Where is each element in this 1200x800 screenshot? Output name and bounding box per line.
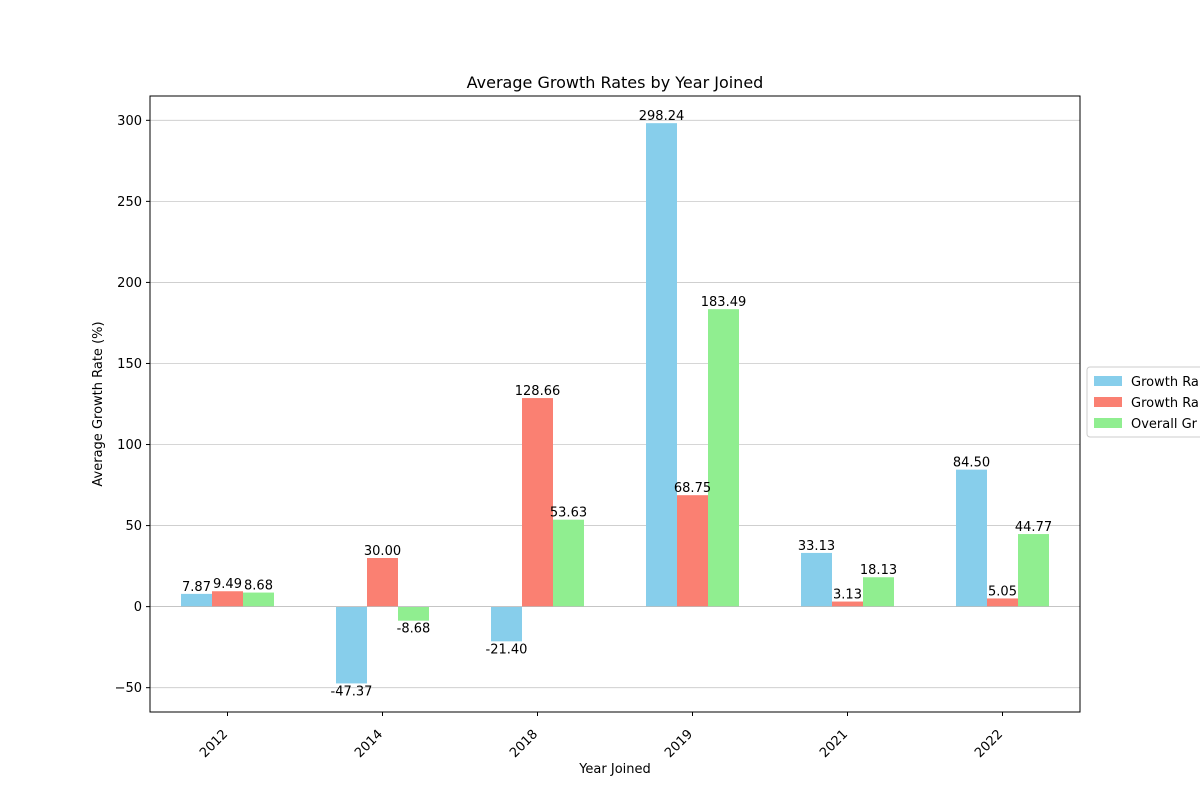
y-tick-label: 200 xyxy=(117,276,142,291)
data-label: 3.13 xyxy=(833,588,862,603)
bar xyxy=(491,606,522,642)
data-label: -47.37 xyxy=(331,684,373,699)
data-label: 30.00 xyxy=(364,544,401,559)
chart-title: Average Growth Rates by Year Joined xyxy=(467,73,764,92)
data-labels: 7.87 9.49 8.68 -47.37 30.00 -8.68 -21.40 128.66… xyxy=(182,109,1052,699)
legend-swatch xyxy=(1094,418,1122,428)
legend: Growth Ra Growth Ra Overall Gr xyxy=(1086,366,1200,438)
y-axis: −50 0 50 100 150 200 250 300 xyxy=(115,114,150,696)
data-label: 7.87 xyxy=(182,580,211,595)
data-label: 183.49 xyxy=(701,295,747,310)
y-tick-label: −50 xyxy=(115,681,142,696)
legend-label: Growth Ra xyxy=(1131,396,1199,411)
data-label: 298.24 xyxy=(639,109,685,124)
legend-swatch xyxy=(1094,376,1122,386)
bar xyxy=(832,601,863,607)
data-label: 44.77 xyxy=(1015,520,1052,535)
bar xyxy=(1018,534,1049,607)
data-label: 33.13 xyxy=(798,539,835,554)
plot-frame xyxy=(149,95,1081,713)
bar xyxy=(987,598,1018,607)
data-label: 5.05 xyxy=(988,584,1017,599)
bar xyxy=(863,577,894,607)
data-label: 68.75 xyxy=(674,481,711,496)
bar xyxy=(708,309,739,607)
data-label: 53.63 xyxy=(550,506,587,521)
x-axis-label: Year Joined xyxy=(578,762,651,777)
legend-label: Overall Gr xyxy=(1131,417,1198,432)
bar xyxy=(336,606,367,684)
y-tick-label: 50 xyxy=(125,519,142,534)
y-tick-label: 300 xyxy=(117,114,142,129)
y-tick-label: 100 xyxy=(117,438,142,453)
y-tick-label: 150 xyxy=(117,357,142,372)
data-label: 84.50 xyxy=(953,456,990,471)
legend-label: Growth Ra xyxy=(1131,375,1199,390)
bar xyxy=(243,592,274,607)
data-label: 18.13 xyxy=(860,563,897,578)
data-label: 9.49 xyxy=(213,577,242,592)
bar xyxy=(646,123,677,607)
y-tick-label: 0 xyxy=(134,600,142,615)
bar xyxy=(212,591,243,607)
legend-swatch xyxy=(1094,397,1122,407)
bar xyxy=(367,558,398,607)
data-label: -8.68 xyxy=(397,622,431,637)
data-label: 128.66 xyxy=(515,384,561,399)
bar xyxy=(801,552,832,607)
bar xyxy=(398,606,429,621)
data-label: -21.40 xyxy=(486,642,528,657)
bar xyxy=(181,593,212,607)
y-axis-label: Average Growth Rate (%) xyxy=(91,321,106,486)
data-label: 8.68 xyxy=(244,579,273,594)
y-tick-label: 250 xyxy=(117,195,142,210)
bar xyxy=(553,519,584,607)
bar xyxy=(522,398,553,607)
bar xyxy=(677,495,708,607)
bar xyxy=(956,469,987,607)
bars xyxy=(181,123,1049,684)
